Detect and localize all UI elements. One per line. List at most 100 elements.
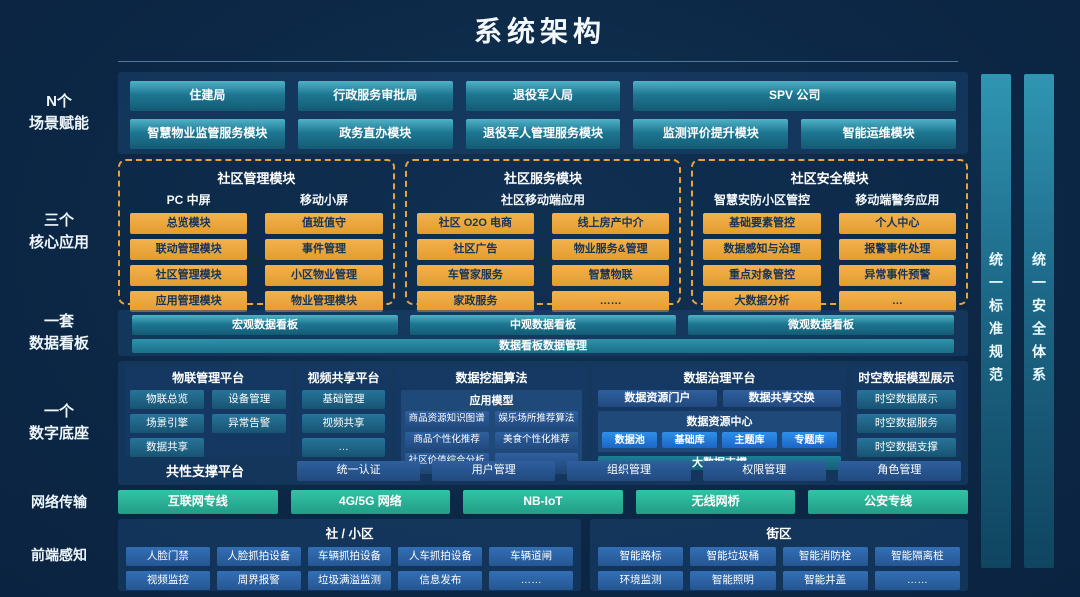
group-street: 街区 智能路标 智能垃圾桶 智能消防栓 智能隔离桩 环境监测 智能照明 智能井盖… xyxy=(590,519,968,591)
rail-unified-standards: 统一标准规范 xyxy=(981,74,1011,568)
device-chip: 智能垃圾桶 xyxy=(690,547,776,566)
panel-spatiotemporal-model: 时空数据模型展示 时空数据展示 时空数据服务 时空数据支撑 数据模型运营 xyxy=(851,366,961,481)
model-chip: 商品个性化推荐 xyxy=(404,432,489,449)
scene-box-admin-approval-bureau: 行政服务审批局 xyxy=(297,81,453,111)
title-divider xyxy=(118,61,958,62)
device-chip: 人脸门禁 xyxy=(126,547,210,566)
common-chip-unified-auth: 统一认证 xyxy=(297,460,421,481)
device-chip: 信息发布 xyxy=(398,571,483,590)
column-header-mobile-app: 社区移动端应用 xyxy=(501,193,586,207)
app-chip: 线上房产中介 xyxy=(552,213,670,234)
group-title: 街区 xyxy=(766,527,792,541)
platform-chip: 基础管理 xyxy=(302,390,385,409)
rail-label: 统一安全体系 xyxy=(1031,252,1047,390)
page-title: 系统架构 xyxy=(473,16,606,47)
scene-box-smart-property-supervision: 智慧物业监管服务模块 xyxy=(130,119,285,149)
app-chip: 事件管理 xyxy=(265,239,383,260)
app-chip: 基础要素管控 xyxy=(703,213,821,234)
panel-title: 数据挖掘算法 xyxy=(455,371,528,385)
app-chip: 异常事件预警 xyxy=(838,265,957,286)
common-chip-role-mgmt: 角色管理 xyxy=(837,460,962,481)
board-meso: 中观数据看板 xyxy=(410,315,676,335)
scene-box-veterans-bureau: 退役军人局 xyxy=(465,81,621,111)
platform-chip: 设备管理 xyxy=(212,390,287,409)
inner-title: 数据资源中心 xyxy=(686,416,753,428)
scene-panel: 住建局 行政服务审批局 退役军人局 SPV 公司 智慧物业监管服务模块 政务直办… xyxy=(118,72,968,154)
panel-data-mining: 数据挖掘算法 应用模型 商品资源知识图谱 娱乐场所推荐算法 商品个性化推荐 美食… xyxy=(395,366,588,474)
row-label-dashboard: 一套 数据看板 xyxy=(28,313,89,352)
panel-title: 物联管理平台 xyxy=(172,371,245,385)
app-chip: 联动管理模块 xyxy=(130,239,248,260)
app-chip: 家政服务 xyxy=(416,291,534,312)
column-header-mobile-screen: 移动小屏 xyxy=(299,193,348,207)
row-label-scenes: N个 场景赋能 xyxy=(28,93,89,132)
platform-chip: 时空数据支撑 xyxy=(856,438,956,457)
perception-content: 社 / 小区 人脸门禁 人脸抓拍设备 车辆抓拍设备 人车抓拍设备 车辆道闸 视频… xyxy=(118,519,968,591)
core-apps-content: 社区管理模块 PC 中屏 移动小屏 总览模块 值班值守 联动管理模块 事件管理 … xyxy=(118,159,969,312)
model-chip: 美食个性化推荐 xyxy=(494,432,579,449)
network-content: 互联网专线 4G/5G 网络 NB-IoT 无线网桥 公安专线 xyxy=(118,490,968,514)
row-label-network: 网络传输 xyxy=(31,493,87,510)
module-community-service: 社区服务模块 社区移动端应用 社区 O2O 电商 线上房产中介 社区广告 物业服… xyxy=(404,159,682,312)
panel-title: 视频共享平台 xyxy=(307,371,380,385)
store-chip-special-db: 专题库 xyxy=(781,432,837,448)
app-chip: 值班值守 xyxy=(265,213,383,234)
row-label-digital-base: 一个 数字底座 xyxy=(28,403,89,442)
network-chip-police-line: 公安专线 xyxy=(808,490,968,514)
platform-chip: … xyxy=(302,438,385,457)
inner-title: 应用模型 xyxy=(469,395,514,407)
group-title: 社 / 小区 xyxy=(325,527,374,541)
panel-video-sharing: 视频共享平台 基础管理 视频共享 … xyxy=(297,366,390,457)
app-chip: 物业服务&管理 xyxy=(552,239,670,260)
board-micro: 微观数据看板 xyxy=(688,315,954,335)
device-chip: 智能井盖 xyxy=(782,571,868,590)
module-title: 社区管理模块 xyxy=(217,171,296,186)
dashboard-data-management-bar: 数据看板数据管理 xyxy=(132,339,954,354)
column-header-security-control: 智慧安防小区管控 xyxy=(714,193,811,207)
app-chip: 智慧物联 xyxy=(552,265,670,286)
row-data-dashboard: 一套 数据看板 宏观数据看板 中观数据看板 微观数据看板 数据看板数据管理 xyxy=(0,310,968,356)
app-chip: 大数据分析 xyxy=(703,291,821,312)
row-digital-base: 一个 数字底座 物联管理平台 物联总览 设备管理 场景引擎 异常告警 数据共享 xyxy=(0,361,968,485)
platform-chip: 场景引擎 xyxy=(130,414,205,433)
panel-data-governance: 数据治理平台 数据资源门户 数据共享交换 数据资源中心 数据池 基础库 主题库 xyxy=(593,366,846,471)
network-chip-nbiot: NB-IoT xyxy=(463,490,623,514)
group-community: 社 / 小区 人脸门禁 人脸抓拍设备 车辆抓拍设备 人车抓拍设备 车辆道闸 视频… xyxy=(118,519,582,591)
network-chip-wireless-bridge: 无线网桥 xyxy=(635,490,796,514)
row-label-core-apps: 三个 核心应用 xyxy=(28,212,89,251)
device-chip: 智能照明 xyxy=(690,571,776,590)
module-community-management: 社区管理模块 PC 中屏 移动小屏 总览模块 值班值守 联动管理模块 事件管理 … xyxy=(118,159,395,312)
scene-box-housing-bureau: 住建局 xyxy=(130,81,285,111)
app-chip: 小区物业管理 xyxy=(265,265,383,286)
app-chip: 总览模块 xyxy=(130,213,248,234)
device-chip: 人脸抓拍设备 xyxy=(216,547,301,566)
app-chip: 数据感知与治理 xyxy=(703,239,821,260)
app-chip: … xyxy=(838,291,957,312)
module-community-security: 社区安全模块 智慧安防小区管控 移动端警务应用 基础要素管控 个人中心 数据感知… xyxy=(691,159,969,312)
store-chip-data-lake: 数据池 xyxy=(602,432,658,448)
app-chip: …… xyxy=(552,291,670,312)
app-chip: 物业管理模块 xyxy=(265,291,383,312)
app-chip: 重点对象管控 xyxy=(703,265,821,286)
platform-chip: 视频共享 xyxy=(302,414,385,433)
module-title: 社区服务模块 xyxy=(504,171,583,186)
row-network-transmission: 网络传输 互联网专线 4G/5G 网络 NB-IoT 无线网桥 公安专线 xyxy=(0,490,968,514)
module-title: 社区安全模块 xyxy=(790,171,869,186)
device-chip: 智能隔离桩 xyxy=(874,547,960,566)
row-core-applications: 三个 核心应用 社区管理模块 PC 中屏 移动小屏 总览模块 值班值守 联动管理… xyxy=(0,159,969,312)
rail-unified-security: 统一安全体系 xyxy=(1024,74,1054,568)
platform-chip: 物联总览 xyxy=(130,390,205,409)
platform-chip: 时空数据服务 xyxy=(856,414,956,433)
common-support-title: 共性支撑平台 xyxy=(165,464,244,479)
app-chip: 个人中心 xyxy=(838,213,957,234)
row-frontend-perception: 前端感知 社 / 小区 人脸门禁 人脸抓拍设备 车辆抓拍设备 人车抓拍设备 车辆… xyxy=(0,519,968,591)
panel-title: 时空数据模型展示 xyxy=(858,371,955,385)
rail-label: 统一标准规范 xyxy=(988,252,1004,390)
app-chip: 车管家服务 xyxy=(416,265,534,286)
data-exchange-chip: 数据共享交换 xyxy=(722,390,841,407)
scene-box-gov-direct-service: 政务直办模块 xyxy=(297,119,453,149)
app-chip: 应用管理模块 xyxy=(130,291,248,312)
network-chip-internet-line: 互联网专线 xyxy=(118,490,278,514)
platform-chip: 异常告警 xyxy=(212,414,287,433)
common-support-row: 共性支撑平台 统一认证 用户管理 组织管理 权限管理 角色管理 xyxy=(125,460,962,481)
